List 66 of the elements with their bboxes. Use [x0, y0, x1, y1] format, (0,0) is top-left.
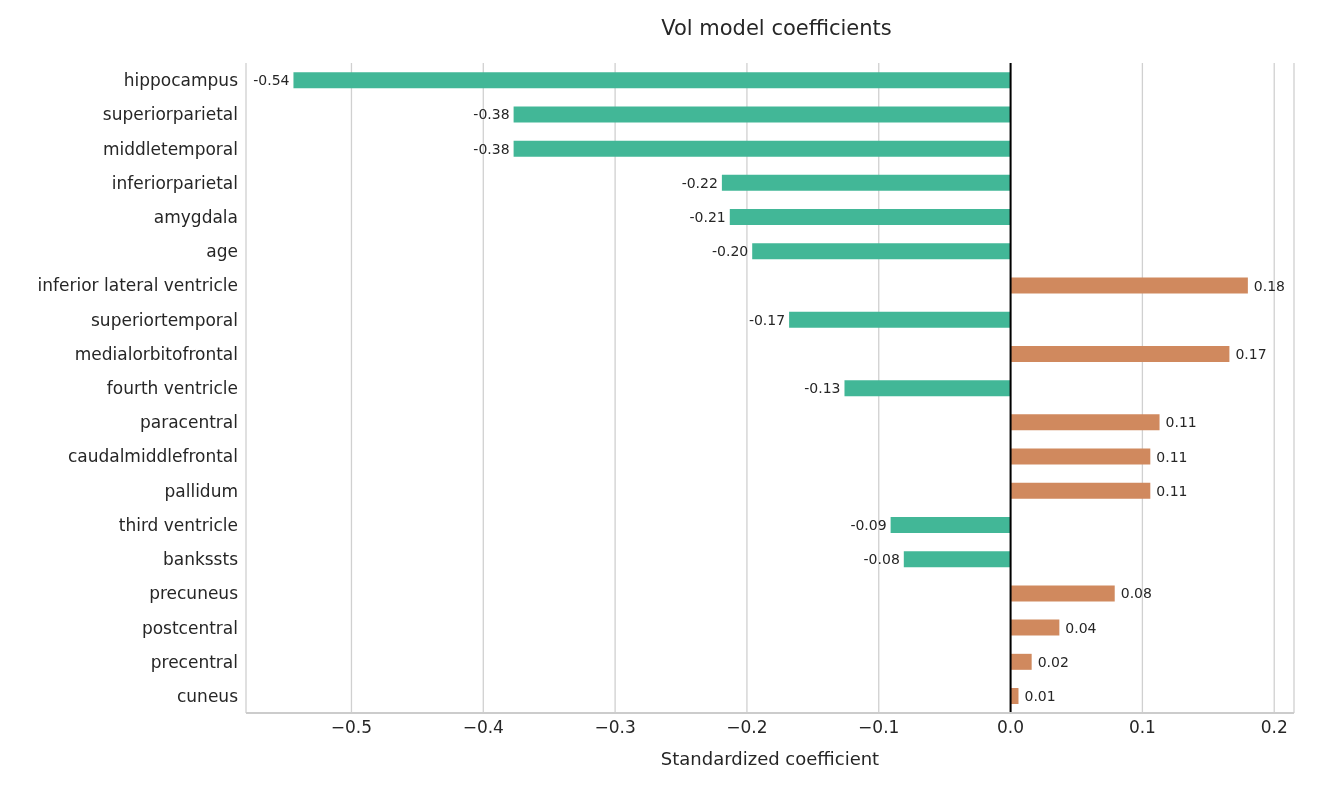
y-tick-label: superiortemporal: [91, 309, 238, 330]
bar: [729, 209, 1011, 226]
data-label: -0.09: [850, 516, 887, 533]
y-tick-label: amygdala: [153, 206, 238, 227]
bar: [1010, 448, 1151, 465]
bar: [1010, 414, 1160, 431]
chart-title: Vol model coefficients: [660, 16, 893, 40]
x-tick-label: 0.0: [997, 717, 1025, 738]
bar: [844, 380, 1011, 397]
bar: [903, 551, 1011, 568]
y-tick-label: paracentral: [140, 412, 238, 433]
bar: [1010, 619, 1060, 636]
y-tick-label: middletemporal: [102, 138, 238, 159]
y-tick-label: postcentral: [141, 617, 238, 638]
y-tick-label: medialorbitofrontal: [74, 343, 238, 364]
bar: [1010, 277, 1248, 294]
data-label: 0.11: [1156, 482, 1188, 499]
bar: [1010, 482, 1151, 499]
bar: [293, 72, 1011, 89]
data-label: -0.13: [804, 380, 841, 397]
data-label: -0.21: [689, 209, 726, 226]
data-label: 0.11: [1156, 448, 1188, 465]
bar: [513, 140, 1011, 157]
y-tick-label: caudalmiddlefrontal: [67, 446, 238, 467]
y-tick-label: superiorparietal: [102, 104, 238, 125]
y-tick-label: age: [206, 241, 238, 262]
x-tick-label: −0.1: [858, 717, 900, 738]
y-tick-label: inferior lateral ventricle: [37, 275, 238, 296]
bar: [1010, 345, 1230, 362]
data-label: -0.22: [681, 174, 718, 191]
y-tick-label: inferiorparietal: [111, 172, 238, 193]
bar: [721, 174, 1011, 191]
x-tick-label: 0.2: [1260, 717, 1288, 738]
y-tick-label: precentral: [150, 651, 238, 672]
bar: [513, 106, 1011, 123]
data-label: 0.04: [1065, 619, 1097, 636]
x-tick-label: −0.4: [462, 717, 504, 738]
data-label: 0.08: [1120, 585, 1152, 602]
data-label: 0.18: [1253, 277, 1286, 294]
bar: [1010, 585, 1115, 602]
data-label: -0.38: [473, 140, 510, 157]
data-label: 0.02: [1037, 653, 1069, 670]
y-tick-label: precuneus: [149, 583, 239, 604]
x-tick-label: 0.1: [1128, 717, 1156, 738]
x-tick-label: −0.2: [726, 717, 768, 738]
bar: [789, 311, 1011, 328]
y-tick-label: pallidum: [164, 480, 238, 501]
data-label: -0.20: [711, 243, 749, 260]
x-tick-label: −0.3: [594, 717, 636, 738]
data-label: 0.01: [1024, 688, 1056, 705]
y-tick-label: bankssts: [162, 549, 239, 570]
data-label: -0.38: [473, 106, 510, 123]
data-label: -0.54: [253, 72, 290, 89]
bar: [890, 516, 1011, 533]
x-axis-title: Standardized coefficient: [660, 748, 880, 769]
data-label: 0.17: [1235, 345, 1267, 362]
bar: [1010, 653, 1032, 670]
x-tick-label: −0.5: [330, 717, 373, 738]
y-tick-label: fourth ventricle: [106, 378, 238, 399]
y-tick-label: cuneus: [177, 685, 239, 706]
y-tick-label: third ventricle: [118, 514, 238, 535]
y-tick-label: hippocampus: [123, 70, 239, 91]
data-label: -0.17: [748, 311, 786, 328]
data-label: -0.08: [863, 551, 900, 568]
data-label: 0.11: [1165, 414, 1197, 431]
bar: [752, 243, 1011, 260]
